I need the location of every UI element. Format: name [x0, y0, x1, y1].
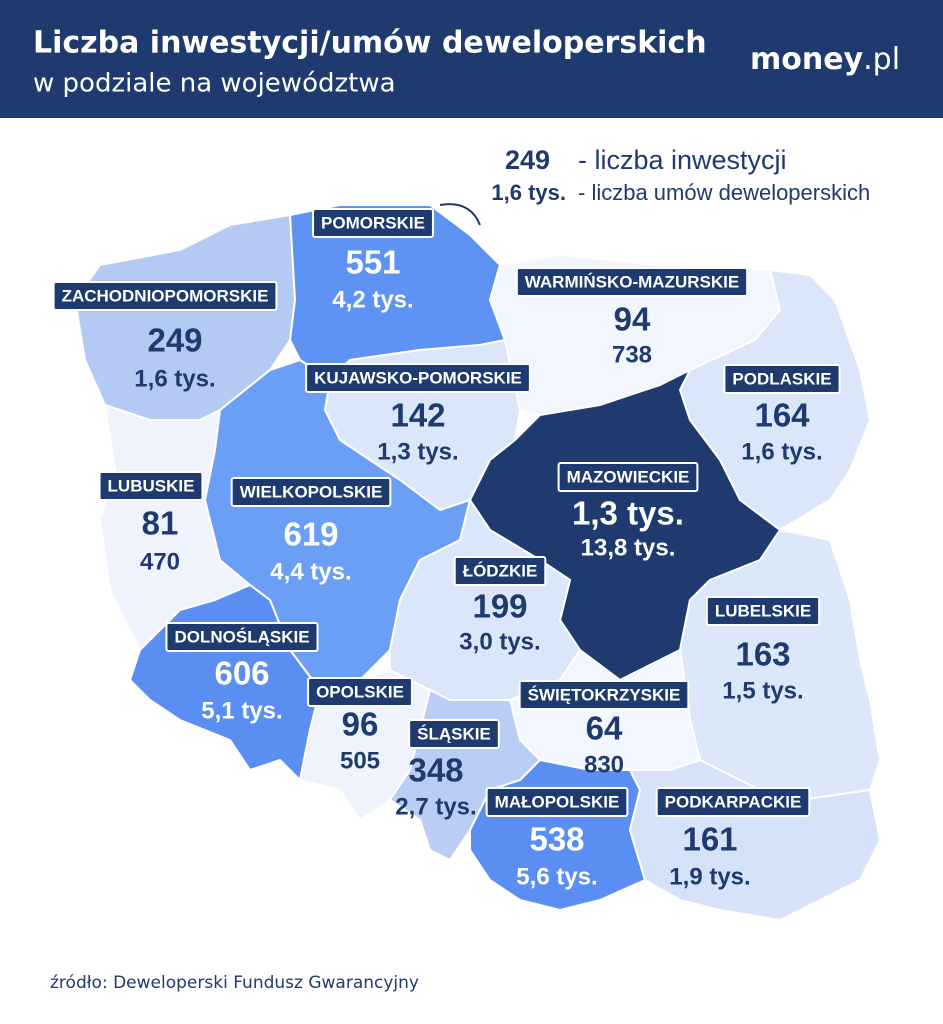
- region-contracts: 1,6 tys.: [134, 365, 215, 392]
- region-contracts: 4,2 tys.: [332, 286, 413, 313]
- region-investments: 619: [283, 516, 338, 553]
- region-label-box: [453, 556, 547, 586]
- region-name: KUJAWSKO-POMORSKIE: [314, 368, 522, 387]
- legend-contracts: 1,6 tys.: [491, 180, 566, 205]
- coast: [439, 203, 481, 226]
- region-contracts: 505: [340, 747, 380, 774]
- map: ZACHODNIOPOMORSKIE 249 1,6 tys. POMORSKIE 55…: [52, 203, 881, 921]
- region-investments: 161: [682, 821, 737, 858]
- region-label-box: [655, 787, 811, 817]
- region-label-box: [230, 477, 392, 507]
- region-label-box: [307, 677, 413, 707]
- legend-investments: 249: [505, 145, 550, 175]
- region-name: ŚWIĘTOKRZYSKIE: [528, 685, 681, 704]
- region-contracts: 3,0 tys.: [459, 628, 540, 655]
- region-label-box: [408, 719, 500, 749]
- region-contracts: 1,6 tys.: [741, 438, 822, 465]
- region-name: DOLNOŚLĄSKIE: [174, 627, 309, 646]
- region-contracts: 738: [612, 341, 652, 368]
- region-name: MAŁOPOLSKIE: [495, 792, 620, 811]
- region-name: POMORSKIE: [321, 213, 425, 232]
- region-label-box: [485, 787, 629, 817]
- region-contracts: 830: [584, 751, 624, 778]
- source: źródło: Deweloperski Fundusz Gwarancyjny: [50, 973, 419, 993]
- logo-suffix: .pl: [863, 42, 900, 77]
- region-contracts: 1,9 tys.: [669, 863, 750, 890]
- region-investments: 96: [342, 706, 379, 743]
- region-investments: 606: [214, 655, 269, 692]
- region-investments: 538: [529, 821, 584, 858]
- region-label-box: [312, 208, 434, 238]
- region-contracts: 1,3 tys.: [377, 438, 458, 465]
- region-label-box: [165, 622, 319, 652]
- region-label-box: [723, 364, 841, 394]
- region-label-box: [515, 267, 749, 297]
- region-name: ZACHODNIOPOMORSKIE: [62, 286, 269, 305]
- region-investments: 1,3 tys.: [572, 495, 684, 532]
- region-name: WARMIŃSKO-MAZURSKIE: [525, 272, 739, 291]
- legend-contracts-label: - liczba umów deweloperskich: [578, 180, 870, 205]
- region-label-box: [705, 596, 821, 626]
- region-contracts: 2,7 tys.: [395, 793, 476, 820]
- region-name: ŁÓDZKIE: [463, 561, 538, 580]
- region-name: LUBELSKIE: [715, 601, 811, 620]
- region-investments: 249: [147, 322, 202, 359]
- region-name: PODLASKIE: [732, 369, 831, 388]
- region-contracts: 470: [140, 548, 180, 575]
- region-label-box: [52, 281, 278, 311]
- logo-main: money: [750, 42, 864, 77]
- region-label-box: [98, 471, 204, 501]
- region-contracts: 4,4 tys.: [270, 558, 351, 585]
- region-name: OPOLSKIE: [316, 682, 404, 701]
- region-contracts: 1,5 tys.: [722, 677, 803, 704]
- region-investments: 163: [735, 636, 790, 673]
- region-name: PODKARPACKIE: [665, 792, 802, 811]
- region-investments: 142: [390, 397, 445, 434]
- region-contracts: 5,1 tys.: [201, 697, 282, 724]
- region-investments: 164: [754, 397, 810, 434]
- legend-investments-label: - liczba inwestycji: [578, 145, 787, 175]
- subtitle: w podziale na województwa: [33, 69, 396, 99]
- region-investments: 551: [345, 244, 400, 281]
- header-band: [0, 0, 943, 118]
- region-investments: 81: [142, 505, 179, 542]
- region-contracts: 13,8 tys.: [581, 534, 676, 561]
- region-name: LUBUSKIE: [108, 476, 195, 495]
- region-label-box: [518, 680, 690, 710]
- region-name: MAZOWIECKIE: [567, 467, 690, 486]
- region-investments: 94: [614, 301, 651, 338]
- title: Liczba inwestycji/umów deweloperskich: [33, 26, 707, 61]
- region-contracts: 5,6 tys.: [516, 863, 597, 890]
- region-label-box: [305, 363, 531, 393]
- region-name: ŚLĄSKIE: [417, 724, 491, 743]
- region-investments: 348: [408, 752, 463, 789]
- logo: money.pl: [750, 42, 900, 77]
- region-investments: 199: [472, 588, 527, 625]
- region-label-box: [557, 462, 699, 492]
- region-investments: 64: [586, 710, 623, 747]
- region-name: WIELKOPOLSKIE: [240, 482, 383, 501]
